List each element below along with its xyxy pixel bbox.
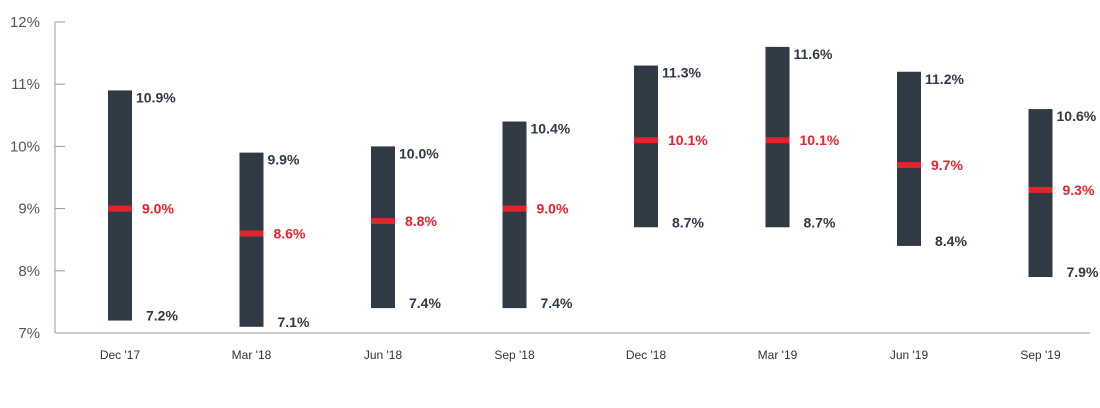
range-bar bbox=[502, 121, 527, 309]
high-value-label: 10.6% bbox=[1057, 108, 1097, 124]
mid-marker bbox=[765, 137, 790, 144]
y-tick-label: 8% bbox=[18, 263, 40, 280]
y-tick-label: 10% bbox=[10, 138, 40, 155]
y-tick-label: 11% bbox=[11, 76, 40, 93]
x-tick-label: Mar '18 bbox=[232, 348, 272, 362]
mid-value-label: 9.0% bbox=[537, 201, 569, 217]
mid-marker bbox=[371, 218, 395, 225]
low-value-label: 8.7% bbox=[672, 214, 704, 230]
x-axis: Dec '17 Mar '18 Jun '18 Sep '18 Dec '18 Mar '… bbox=[55, 332, 1090, 362]
mid-marker bbox=[239, 230, 264, 237]
range-bar bbox=[1028, 109, 1053, 278]
range-bar bbox=[108, 90, 132, 321]
low-value-label: 8.7% bbox=[804, 214, 836, 230]
high-value-label: 11.3% bbox=[662, 65, 701, 81]
low-value-label: 7.1% bbox=[278, 314, 310, 330]
high-value-label: 11.6% bbox=[794, 46, 833, 62]
high-value-label: 10.9% bbox=[136, 89, 176, 105]
low-value-label: 8.4% bbox=[935, 233, 967, 249]
x-tick-label: Sep '18 bbox=[494, 348, 535, 362]
low-value-label: 7.4% bbox=[409, 295, 441, 311]
mid-value-label: 9.0% bbox=[142, 201, 174, 217]
low-value-label: 7.4% bbox=[541, 295, 573, 311]
low-value-label: 7.2% bbox=[146, 308, 178, 324]
mid-value-label: 10.1% bbox=[668, 132, 708, 148]
x-tick-label: Jun '19 bbox=[890, 348, 929, 362]
x-tick-label: Sep '19 bbox=[1020, 348, 1061, 362]
value-labels: 10.9% 7.2% 9.0% 9.9% 7.1% 8.6% 10.0% 7.4% 8.8% 10… bbox=[136, 46, 1099, 330]
x-tick-label: Mar '19 bbox=[758, 348, 798, 362]
x-tick-label: Jun '18 bbox=[364, 348, 403, 362]
high-value-label: 10.4% bbox=[531, 121, 571, 137]
range-bar bbox=[239, 152, 264, 327]
y-tick-label: 9% bbox=[18, 201, 40, 218]
mid-value-label: 9.7% bbox=[931, 157, 963, 173]
mid-value-label: 10.1% bbox=[800, 132, 840, 148]
range-bar bbox=[897, 71, 921, 246]
y-tick-label: 12% bbox=[10, 14, 40, 31]
mid-marker bbox=[1028, 186, 1053, 193]
mid-value-label: 8.8% bbox=[405, 213, 437, 229]
range-bar bbox=[765, 46, 790, 228]
mid-marker bbox=[502, 205, 527, 212]
y-tick-label: 7% bbox=[18, 325, 40, 342]
mid-value-label: 9.3% bbox=[1063, 182, 1095, 198]
high-value-label: 11.2% bbox=[925, 71, 964, 87]
mid-marker bbox=[634, 137, 658, 144]
x-tick-label: Dec '17 bbox=[100, 348, 141, 362]
range-bar bbox=[634, 65, 658, 228]
mid-marker bbox=[897, 162, 921, 169]
low-value-label: 7.9% bbox=[1067, 264, 1099, 280]
high-value-label: 10.0% bbox=[399, 145, 439, 161]
y-axis: 7% 8% 9% 10% 11% 12% bbox=[10, 14, 65, 342]
range-bar bbox=[371, 146, 395, 309]
mid-value-label: 8.6% bbox=[274, 225, 306, 241]
mid-marker bbox=[108, 205, 132, 212]
range-bars bbox=[108, 46, 1053, 327]
x-tick-label: Dec '18 bbox=[626, 348, 667, 362]
high-value-label: 9.9% bbox=[268, 152, 300, 168]
